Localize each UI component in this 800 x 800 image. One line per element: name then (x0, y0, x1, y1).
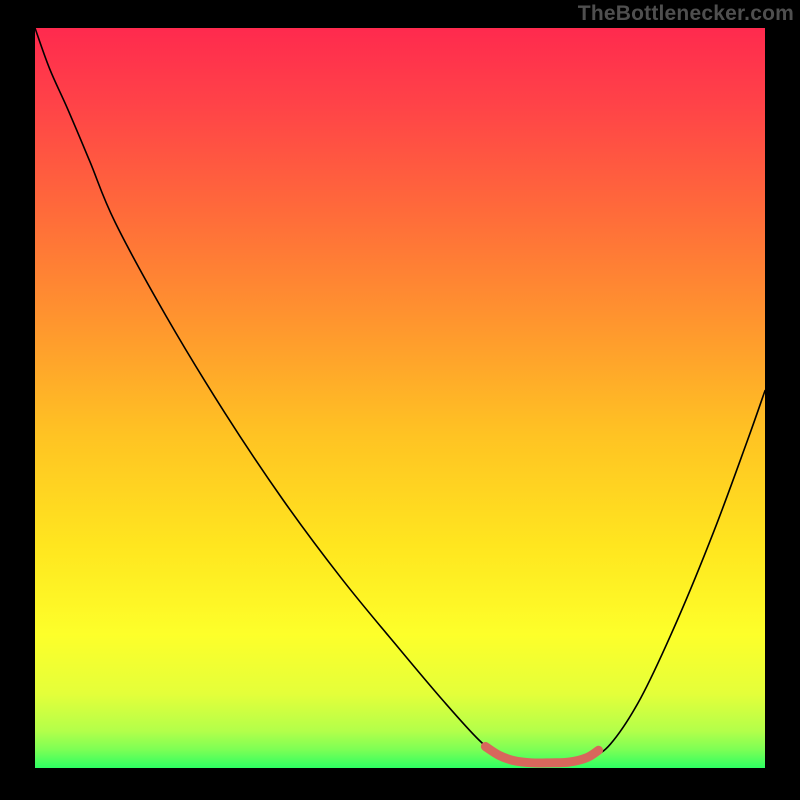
plot-area (35, 28, 765, 768)
watermark-text: TheBottlenecker.com (578, 2, 794, 26)
optimal-range-highlight (485, 747, 598, 763)
curve-layer (35, 28, 765, 768)
bottleneck-curve (35, 28, 765, 764)
bottleneck-chart: TheBottlenecker.com (0, 0, 800, 800)
